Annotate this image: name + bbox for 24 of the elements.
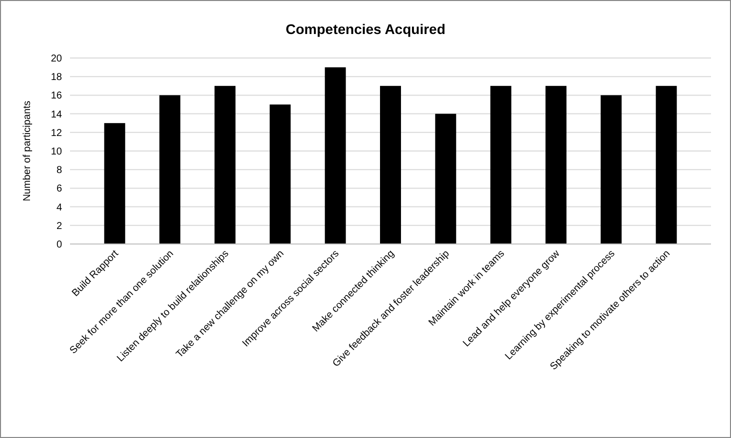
bar	[380, 86, 401, 244]
y-tick-label: 16	[50, 90, 62, 102]
bar	[490, 86, 512, 244]
y-tick-label: 8	[56, 165, 62, 176]
y-tick-label: 12	[50, 128, 62, 139]
y-tick-label: 14	[50, 109, 62, 120]
bar	[159, 95, 180, 244]
bar	[656, 86, 677, 244]
chart-title: Competencies Acquired	[286, 21, 446, 37]
bar	[600, 95, 622, 244]
bar	[104, 123, 126, 244]
y-axis-title: Number of participants	[22, 100, 33, 202]
bar	[214, 86, 236, 244]
y-tick-label: 4	[56, 202, 62, 214]
y-tick-label: 10	[50, 146, 62, 158]
y-tick-label: 18	[50, 72, 62, 84]
bar	[435, 114, 456, 244]
y-tick-label: 20	[50, 54, 62, 64]
y-tick-label: 2	[56, 220, 62, 232]
bar	[546, 86, 566, 244]
bar	[324, 67, 346, 244]
y-tick-label: 0	[56, 240, 62, 250]
y-tick-label: 6	[56, 184, 62, 195]
bar	[270, 104, 291, 244]
